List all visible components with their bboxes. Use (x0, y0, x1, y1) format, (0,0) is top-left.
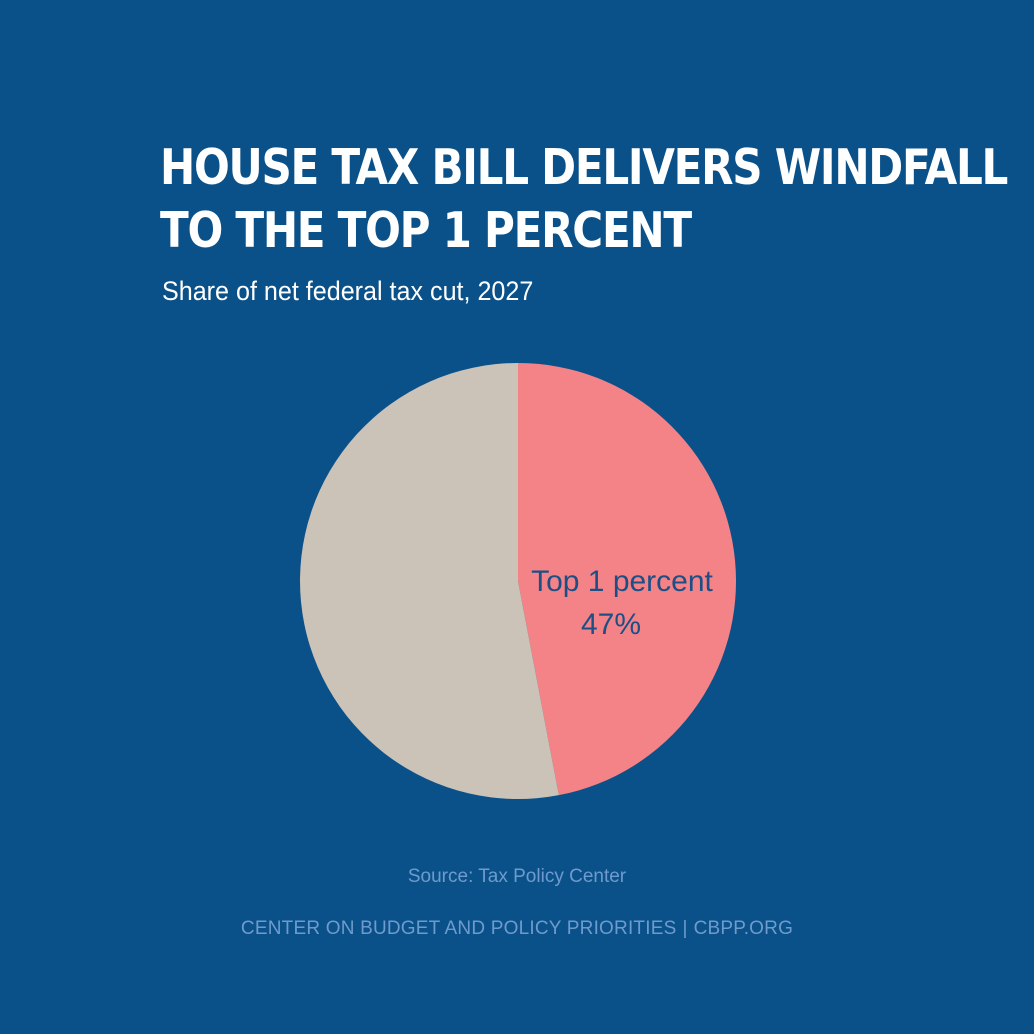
slice-value-top-1-percent: 47% (581, 608, 641, 641)
pie-slice-rest (300, 363, 559, 799)
pie-slice-top-1-percent (518, 363, 737, 796)
source-note: Source: Tax Policy Center (407, 866, 627, 887)
pie-slices (300, 363, 737, 799)
chart-subtitle: Share of net federal tax cut, 2027 (162, 276, 534, 306)
slice-label-top-1-percent: Top 1 percent (531, 565, 713, 598)
pie-labels: Top 1 percent 47% (531, 565, 713, 641)
footer-org-name: CENTER ON BUDGET AND POLICY PRIORITIES (240, 918, 677, 939)
footer-credit: CENTER ON BUDGET AND POLICY PRIORITIES | C… (0, 918, 1034, 940)
footer-separator: | (682, 918, 688, 939)
chart-title-line-2: to the Top 1 Percent (160, 202, 692, 259)
footer-url: CBPP.ORG (693, 918, 794, 939)
